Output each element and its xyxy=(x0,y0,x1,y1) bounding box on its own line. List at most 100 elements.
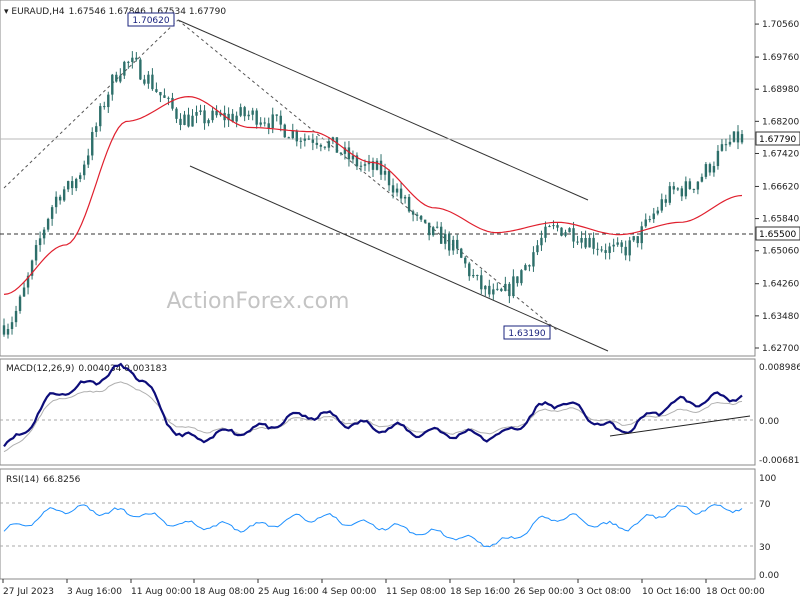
candle-body xyxy=(363,164,367,166)
candle-body xyxy=(291,130,294,139)
candle-body xyxy=(688,181,692,189)
candle-body xyxy=(14,310,18,323)
candle-body xyxy=(612,244,615,247)
candle-body xyxy=(331,137,335,142)
candle-body xyxy=(58,196,62,201)
candle-body xyxy=(155,89,158,92)
candle-body xyxy=(227,113,230,121)
time-tick-label: 11 Aug 00:00 xyxy=(131,587,192,597)
price-panel xyxy=(0,0,756,357)
candle-body xyxy=(74,178,78,189)
candle-body xyxy=(676,188,680,190)
candle-body xyxy=(355,155,359,167)
moving-average-line xyxy=(3,95,743,295)
channel-lower-line xyxy=(189,165,609,352)
candle-body xyxy=(215,110,218,116)
candle-body xyxy=(431,227,435,236)
price-tick-label: 1.62700 xyxy=(762,344,799,354)
candle-body xyxy=(183,114,186,125)
candle-body xyxy=(70,181,74,189)
candle-body xyxy=(211,110,214,121)
rsi-line xyxy=(3,504,743,548)
price-header: ▾ EURAUD,H4 1.67546 1.67846 1.67534 1.677… xyxy=(4,7,226,17)
candle-body xyxy=(343,147,347,154)
candle-body xyxy=(191,115,194,127)
candle-body xyxy=(351,155,355,160)
candle-body xyxy=(628,240,631,256)
rise-dashed-line xyxy=(3,19,179,189)
candle-body xyxy=(119,75,122,82)
macd-label: MACD(12,26,9) xyxy=(6,364,74,374)
watermark: ActionForex.com xyxy=(167,289,350,314)
support-price-label: 1.65500 xyxy=(759,230,796,240)
candle-body xyxy=(476,274,479,276)
candle-body xyxy=(564,232,567,236)
price-tick-label: 1.68200 xyxy=(762,117,799,127)
macd-tick-zero: 0.00 xyxy=(759,417,779,427)
candle-body xyxy=(131,57,134,62)
candle-body xyxy=(484,285,487,290)
candle-body xyxy=(323,146,327,148)
time-tick-label: 11 Sep 08:00 xyxy=(386,587,446,597)
time-tick-label: 3 Oct 08:00 xyxy=(578,587,631,597)
price-tick-label: 1.66620 xyxy=(762,182,799,192)
candle-body xyxy=(604,250,607,253)
candle-body xyxy=(524,265,527,271)
candle-body xyxy=(279,115,282,125)
candle-body xyxy=(496,288,499,290)
candle-body xyxy=(736,131,740,143)
candle-body xyxy=(379,160,383,175)
candle-body xyxy=(255,110,258,125)
candle-body xyxy=(556,225,559,228)
candle-body xyxy=(548,226,551,228)
candle-body xyxy=(22,287,26,297)
candle-body xyxy=(684,181,688,197)
candle-body xyxy=(91,131,94,156)
price-tick-label: 1.69760 xyxy=(762,53,799,63)
candle-body xyxy=(319,144,323,147)
candle-body xyxy=(520,270,523,284)
candle-body xyxy=(287,137,290,139)
candle-body xyxy=(219,112,222,116)
candle-body xyxy=(251,110,254,115)
candle-body xyxy=(239,107,242,116)
candle-body xyxy=(664,199,667,203)
candle-body xyxy=(468,263,471,277)
candle-body xyxy=(568,228,571,233)
fall-dashed-line xyxy=(177,19,559,332)
current-price-label: 1.67790 xyxy=(759,135,796,145)
candle-body xyxy=(311,139,315,143)
time-tick-label: 4 Sep 00:00 xyxy=(322,587,377,597)
candle-body xyxy=(668,186,672,203)
rsi-label: RSI(14) xyxy=(6,475,39,485)
price-tick-label: 1.64260 xyxy=(762,280,799,290)
candle-body xyxy=(243,107,246,117)
candle-body xyxy=(387,170,391,186)
macd-values: 0.004034 0.003183 xyxy=(78,364,167,374)
candle-body xyxy=(171,97,174,109)
candle-body xyxy=(38,238,42,246)
candle-body xyxy=(620,242,623,247)
candle-body xyxy=(267,123,270,129)
rsi-tick-100: 100 xyxy=(759,474,776,484)
candle-body xyxy=(275,114,278,116)
candle-body xyxy=(580,237,583,243)
candle-body xyxy=(720,144,724,151)
price-tick-label: 1.67420 xyxy=(762,149,799,159)
candle-body xyxy=(460,248,463,258)
candle-body xyxy=(263,122,266,124)
candle-body xyxy=(66,181,70,190)
candle-body xyxy=(512,276,515,297)
rsi-tick-70: 70 xyxy=(759,500,771,510)
macd-tick-top: 0.008986 xyxy=(759,363,800,373)
candle-body xyxy=(692,188,696,190)
candle-body xyxy=(640,226,643,244)
time-tick-label: 26 Sep 00:00 xyxy=(514,587,574,597)
macd-signal-line xyxy=(3,381,743,453)
candle-body xyxy=(315,142,319,145)
candle-body xyxy=(672,186,676,190)
candle-body xyxy=(632,236,635,241)
time-tick-label: 18 Sep 16:00 xyxy=(450,587,510,597)
candle-body xyxy=(327,141,331,148)
